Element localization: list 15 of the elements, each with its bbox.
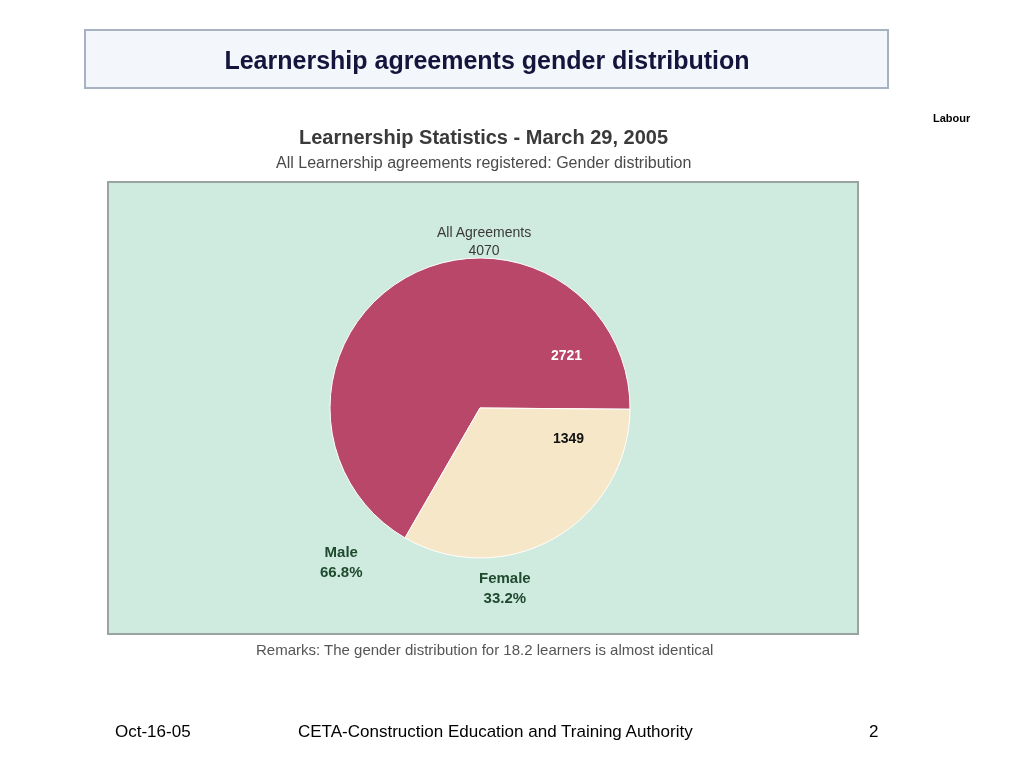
- text: All Agreements 4070: [437, 224, 532, 259]
- text: 2: [869, 722, 879, 741]
- chart-title: Learnership agreements gender distribution: [224, 45, 750, 74]
- slice-label: Male: [324, 543, 358, 560]
- text: Remarks: The gender distribution for 18.2 learners is almost identical: [256, 641, 714, 658]
- text: 1349: [553, 430, 585, 446]
- data-label: 33.2%: [483, 588, 527, 606]
- text: All Learnership agreements registered: Gender distribution: [276, 154, 692, 171]
- text: 2721: [551, 347, 583, 363]
- text: Labour: [933, 112, 971, 124]
- text: CETA-Construction Education and Training Authority: [298, 722, 694, 741]
- chart-subtitle: Learnership Statistics - March 29, 2005: [299, 126, 669, 148]
- text: Oct-16-05: [115, 722, 191, 741]
- data-label: 66.8%: [320, 562, 363, 580]
- slice-label: Female: [479, 569, 531, 586]
